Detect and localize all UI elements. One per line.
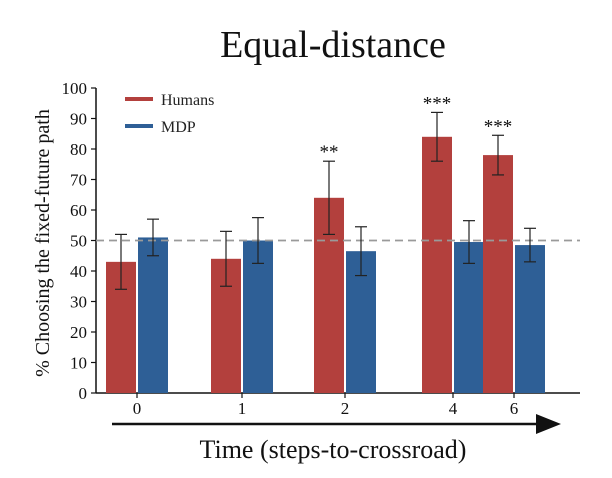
bar-humans-4 — [422, 136, 452, 394]
x-tick-label: 1 — [238, 399, 247, 418]
y-tick-label: 20 — [70, 323, 87, 342]
y-tick-label: 40 — [70, 262, 87, 281]
chart-title: Equal-distance — [220, 24, 446, 66]
bar-mdp-1 — [243, 240, 273, 393]
y-tick-label: 50 — [70, 232, 87, 251]
y-tick-label: 30 — [70, 293, 87, 312]
bar-mdp-4 — [454, 242, 484, 393]
bar-mdp-0 — [138, 237, 168, 393]
legend: Humans MDP — [125, 92, 214, 136]
significance-marker-4: *** — [423, 93, 452, 114]
y-tick-label: 0 — [79, 384, 88, 403]
y-tick-label: 70 — [70, 171, 87, 190]
significance-marker-6: *** — [484, 116, 513, 137]
legend-label-humans: Humans — [161, 92, 214, 109]
bar-humans-6 — [483, 155, 513, 393]
y-tick-label: 60 — [70, 201, 87, 220]
y-tick-label: 10 — [70, 354, 87, 373]
y-axis-label: % Choosing the fixed-future path — [32, 109, 54, 377]
bar-mdp-6 — [515, 245, 545, 393]
y-tick-label: 100 — [62, 79, 88, 98]
x-tick-label: 0 — [133, 399, 142, 418]
x-axis-label: Time (steps-to-crossroad) — [200, 435, 467, 464]
y-tick-label: 80 — [70, 140, 87, 159]
significance-marker-2: ** — [320, 142, 339, 163]
legend-label-mdp: MDP — [161, 119, 196, 136]
x-tick-label: 2 — [341, 399, 350, 418]
x-tick-label: 4 — [449, 399, 458, 418]
x-tick-label: 6 — [510, 399, 519, 418]
y-tick-label: 90 — [70, 110, 87, 129]
time-arrow-head — [536, 414, 561, 434]
